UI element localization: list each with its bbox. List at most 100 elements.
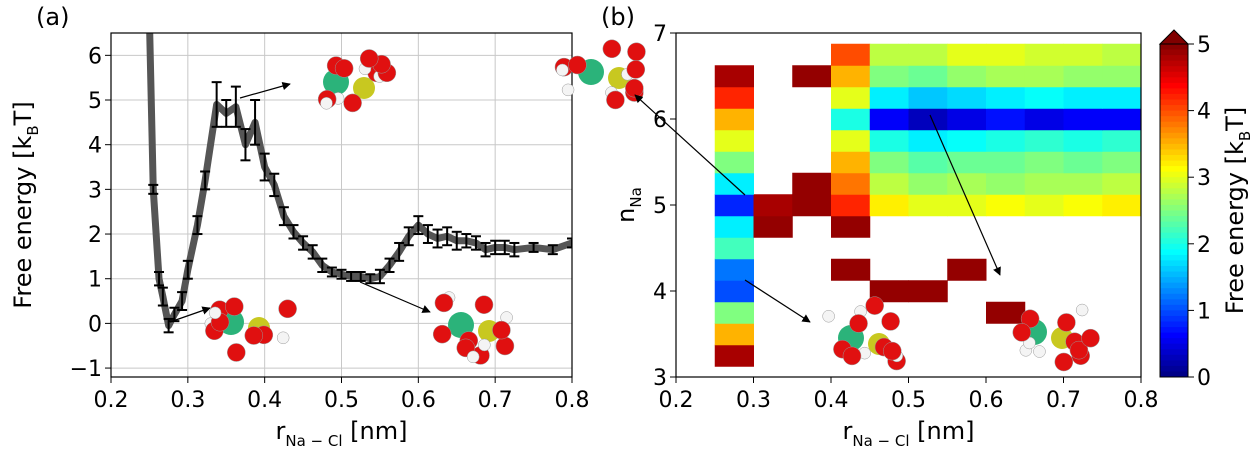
axes-frame: [675, 32, 1142, 378]
oxygen-atom: [474, 295, 494, 314]
colorbar-segment: [1160, 138, 1188, 145]
heat-cell: [831, 258, 871, 281]
label-text: [nm]: [343, 417, 408, 445]
heat-cell: [1063, 86, 1103, 109]
colorbar-segment: [1160, 155, 1188, 162]
colorbar-segment: [1160, 232, 1188, 239]
heat-cell: [1102, 43, 1142, 66]
heat-cell: [869, 172, 909, 195]
arrow: [929, 114, 1001, 276]
colorbar-segment: [1160, 249, 1188, 256]
label-text: Free energy [k: [9, 136, 37, 309]
colorbar-segment: [1160, 188, 1188, 195]
colorbar-segment: [1160, 66, 1188, 73]
axis-label: rNa − Cl [nm]: [276, 417, 408, 450]
oxygen-atom: [602, 39, 622, 59]
heat-cell: [714, 151, 754, 174]
oxygen-atom: [359, 49, 379, 68]
colorbar-segment: [1160, 254, 1188, 261]
colorbar-extension: [1158, 29, 1190, 45]
heat-cell: [947, 194, 987, 217]
oxygen-atom: [1081, 328, 1100, 348]
x-tick-label: 0.3: [170, 388, 205, 413]
colorbar-frame: [1159, 43, 1189, 378]
oxygen-atom: [568, 55, 587, 75]
hydrogen-atom: [561, 83, 575, 97]
heat-cell: [908, 65, 948, 88]
x-tick-label: 0.6: [969, 388, 1004, 413]
heat-cell: [714, 237, 754, 260]
colorbar-segment: [1160, 338, 1188, 345]
heat-cell: [831, 151, 871, 174]
heat-cell: [1063, 172, 1103, 195]
colorbar-segment: [1160, 166, 1188, 173]
y-tick-label: 7: [653, 22, 667, 47]
colorbar-segment: [1160, 171, 1188, 178]
colorbar-tick-label: 5: [1197, 33, 1211, 58]
oxygen-atom: [225, 297, 244, 316]
heat-cell: [792, 172, 832, 195]
axis-label: Free energy [kBT]: [1221, 107, 1254, 314]
heat-cell: [1102, 86, 1142, 109]
x-tick-label: 0.2: [659, 388, 694, 413]
colorbar-segment: [1160, 360, 1188, 367]
oxygen-atom: [1057, 313, 1076, 332]
heat-cell: [831, 108, 871, 131]
colorbar-tick-label: 3: [1197, 166, 1211, 191]
heat-cell: [908, 43, 948, 66]
heat-cell: [1102, 194, 1142, 217]
heat-cell: [869, 108, 909, 131]
colorbar-segment: [1160, 354, 1188, 361]
y-tick-label: 6: [88, 44, 102, 69]
oxygen-atom: [1054, 352, 1074, 372]
oxygen-atom: [842, 346, 862, 366]
heat-cell: [986, 86, 1026, 109]
hydrogen-atom: [320, 97, 333, 110]
heat-cell: [714, 323, 754, 346]
oxygen-atom: [432, 324, 452, 344]
y-tick-label: 6: [653, 108, 667, 133]
hydrogen-atom: [556, 63, 569, 77]
heat-cell: [714, 86, 754, 109]
chloride-atom: [353, 77, 375, 99]
colorbar-segment: [1160, 88, 1188, 95]
colorbar-segment: [1160, 327, 1188, 334]
heat-cell: [1063, 194, 1103, 217]
y-tick-label: −1: [70, 357, 102, 382]
hydrogen-atom: [208, 306, 222, 320]
heat-cell: [1063, 108, 1103, 131]
label-text: r: [276, 417, 286, 445]
y-tick-label: 4: [653, 280, 667, 305]
colorbar-segment: [1160, 299, 1188, 306]
x-tick-label: 0.7: [478, 388, 513, 413]
oxygen-atom: [244, 326, 264, 345]
heat-cell: [908, 280, 948, 303]
heat-cell: [1024, 151, 1064, 174]
colorbar-segment: [1160, 210, 1188, 217]
colorbar-segment: [1160, 193, 1188, 200]
heat-cell: [869, 86, 909, 109]
x-tick-label: 0.5: [891, 388, 926, 413]
oxygen-atom: [881, 312, 900, 331]
arrow: [359, 281, 431, 313]
x-tick-label: 0.6: [401, 388, 436, 413]
heat-cell: [1063, 129, 1103, 152]
colorbar-segment: [1160, 277, 1188, 284]
colorbar-segment: [1160, 216, 1188, 223]
heat-cell: [1063, 43, 1103, 66]
heat-cell: [869, 43, 909, 66]
axis-label: Free energy [kBT]: [9, 101, 42, 308]
oxygen-atom: [343, 93, 362, 113]
arrow: [239, 81, 291, 99]
heat-cell: [1102, 108, 1142, 131]
oxygen-atom: [495, 336, 515, 356]
y-tick-label: 4: [88, 134, 102, 159]
heat-cell: [986, 194, 1026, 217]
heat-cell: [869, 129, 909, 152]
y-tick-label: 0: [88, 312, 102, 337]
plot-area: [146, 33, 572, 334]
heat-cell: [986, 129, 1026, 152]
colorbar-segment: [1160, 105, 1188, 112]
colorbar-segment: [1160, 182, 1188, 189]
colorbar-segment: [1160, 349, 1188, 356]
